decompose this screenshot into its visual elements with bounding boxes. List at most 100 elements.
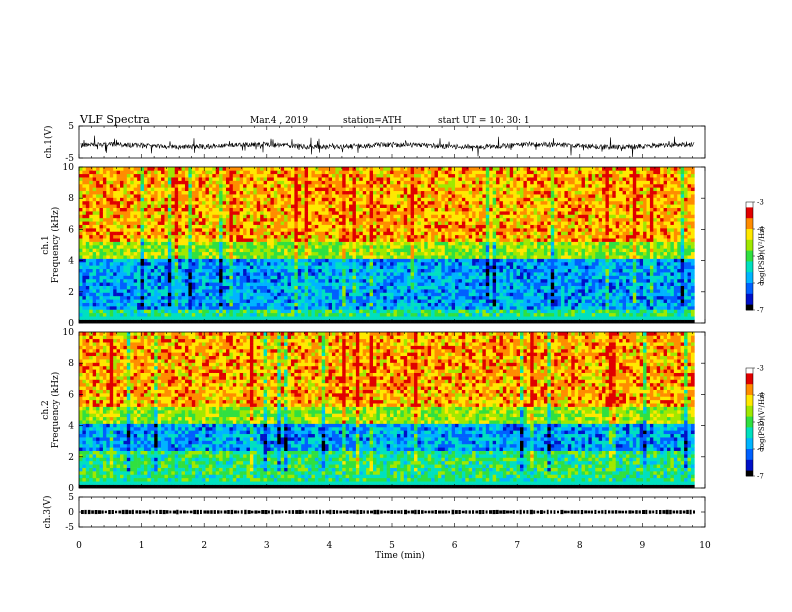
- ch1-spectrogram-cell: [396, 173, 401, 178]
- ch1-spectrogram-cell: [263, 180, 268, 185]
- ch1-spectrogram-cell: [79, 285, 83, 290]
- ch1-spectrogram-cell: [267, 295, 271, 300]
- ch1-spectrogram-cell: [400, 272, 405, 276]
- ch1-spectrogram-cell: [400, 268, 405, 273]
- ch1-spectrogram-cell: [331, 265, 336, 270]
- ch1-spectrogram-cell: [198, 285, 203, 290]
- ch1-spectrogram-cell: [140, 278, 145, 283]
- ch1-spectrogram-cell: [400, 295, 405, 300]
- ch1-spectrogram-cell: [393, 228, 398, 232]
- ch1-spectrogram-cell: [390, 197, 394, 202]
- ch1-spectrogram-cell: [273, 251, 278, 256]
- ch1-spectrogram-cell: [184, 261, 189, 266]
- ch1-spectrogram-cell: [390, 261, 394, 266]
- ch1-spectrogram-cell: [79, 170, 83, 175]
- ch1-spectrogram-cell: [130, 292, 134, 297]
- ch1-spectrogram-cell: [106, 306, 111, 310]
- ch1-spectrogram-cell: [345, 316, 350, 320]
- ch1-spectrogram-cell: [331, 183, 336, 188]
- ch1-spectrogram-cell: [297, 197, 302, 202]
- ch1-spectrogram-cell: [253, 234, 258, 239]
- ch1-spectrogram-cell: [359, 278, 364, 283]
- ch1-spectrogram-cell: [99, 207, 104, 212]
- ch1-spectrogram-cell: [290, 228, 295, 232]
- ch1-spectrogram-cell: [321, 295, 326, 300]
- ch1-spectrogram-cell: [304, 183, 309, 188]
- ch1-spectrogram-cell: [226, 211, 230, 215]
- ch1-spectrogram-cell: [325, 177, 329, 181]
- ch1-spectrogram-cell: [396, 245, 401, 249]
- ch1-spectrogram-cell: [92, 306, 97, 310]
- ch1-spectrogram-cell: [301, 211, 305, 215]
- ch1-spectrogram-cell: [143, 319, 148, 324]
- ch1-spectrogram-cell: [383, 312, 387, 317]
- ch1-spectrogram-cell: [349, 275, 353, 280]
- ch1-spectrogram-cell: [294, 268, 299, 273]
- ch1-spectrogram-cell: [181, 241, 186, 246]
- ch1-spectrogram-cell: [85, 312, 90, 317]
- ch1-spectrogram-cell: [284, 245, 288, 249]
- ch1-spectrogram-cell: [99, 177, 104, 181]
- ch1-spectrogram-cell: [113, 167, 117, 171]
- ch1-spectrogram-cell: [376, 261, 381, 266]
- ch1-spectrogram-cell: [89, 207, 93, 212]
- ch1-spectrogram-cell: [396, 221, 401, 225]
- ch1-spectrogram-cell: [407, 248, 411, 253]
- ch1-spectrogram-cell: [342, 251, 346, 256]
- ch1-spectrogram-cell: [403, 194, 408, 198]
- ch1-spectrogram-cell: [109, 224, 114, 229]
- ch1-spectrogram-cell: [256, 180, 261, 185]
- ch1-spectrogram-cell: [198, 207, 203, 212]
- ch1-spectrogram-cell: [222, 278, 227, 283]
- ch1-spectrogram-cell: [290, 255, 295, 259]
- ch1-spectrogram-cell: [366, 234, 370, 239]
- ch1-spectrogram-cell: [437, 309, 442, 314]
- ch1-spectrogram-cell: [226, 207, 230, 212]
- ch1-spectrogram-cell: [434, 299, 439, 303]
- ch1-spectrogram-cell: [126, 204, 131, 208]
- ch1-spectrogram-cell: [407, 180, 411, 185]
- ch1-spectrogram-cell: [246, 170, 251, 175]
- ch1-spectrogram-cell: [167, 231, 172, 236]
- ch1-spectrogram-cell: [325, 241, 329, 246]
- ch1-spectrogram-cell: [109, 268, 114, 273]
- ch1-spectrogram-cell: [222, 197, 227, 202]
- ch1-spectrogram-cell: [311, 190, 316, 195]
- ch1-spectrogram-cell: [410, 316, 415, 320]
- ch1-spectrogram-cell: [161, 190, 165, 195]
- ch1-spectrogram-cell: [260, 272, 264, 276]
- ch1-spectrogram-cell: [208, 187, 213, 192]
- ch1-spectrogram-cell: [195, 312, 199, 317]
- ch1-spectrogram-cell: [355, 261, 360, 266]
- ch1-spectrogram-cell: [195, 285, 199, 290]
- ch1-spectrogram-cell: [123, 295, 128, 300]
- ch1-spectrogram-cell: [373, 258, 377, 263]
- ch1-spectrogram-cell: [212, 234, 217, 239]
- ch1-spectrogram-cell: [434, 200, 439, 205]
- ch1-spectrogram-cell: [396, 255, 401, 259]
- ch1-spectrogram-cell: [437, 167, 442, 171]
- ch1-spectrogram-cell: [260, 312, 264, 317]
- ch1-spectrogram-cell: [232, 272, 237, 276]
- ch1-spectrogram-cell: [253, 285, 258, 290]
- ch1-spectrogram-cell: [345, 275, 350, 280]
- ch1-spectrogram-cell: [352, 289, 357, 293]
- ch1-spectrogram-cell: [318, 299, 323, 303]
- ch1-spectrogram-cell: [85, 306, 90, 310]
- ch1-spectrogram-cell: [352, 200, 357, 205]
- ch1-spectrogram-cell: [338, 241, 343, 246]
- ch1-spectrogram-cell: [304, 275, 309, 280]
- ch1-spectrogram-cell: [236, 255, 240, 259]
- ch1-spectrogram-cell: [243, 306, 247, 310]
- ch1-spectrogram-cell: [215, 221, 220, 225]
- ch1-spectrogram-cell: [85, 187, 90, 192]
- ch1-spectrogram-cell: [113, 289, 117, 293]
- ch1-spectrogram-cell: [434, 190, 439, 195]
- ch1-spectrogram-cell: [188, 306, 193, 310]
- ch1-spectrogram-cell: [92, 245, 97, 249]
- ch1-spectrogram-cell: [195, 289, 199, 293]
- ch1-spectrogram-cell: [198, 319, 203, 324]
- ch1-spectrogram-cell: [284, 234, 288, 239]
- ch1-spectrogram-cell: [373, 265, 377, 270]
